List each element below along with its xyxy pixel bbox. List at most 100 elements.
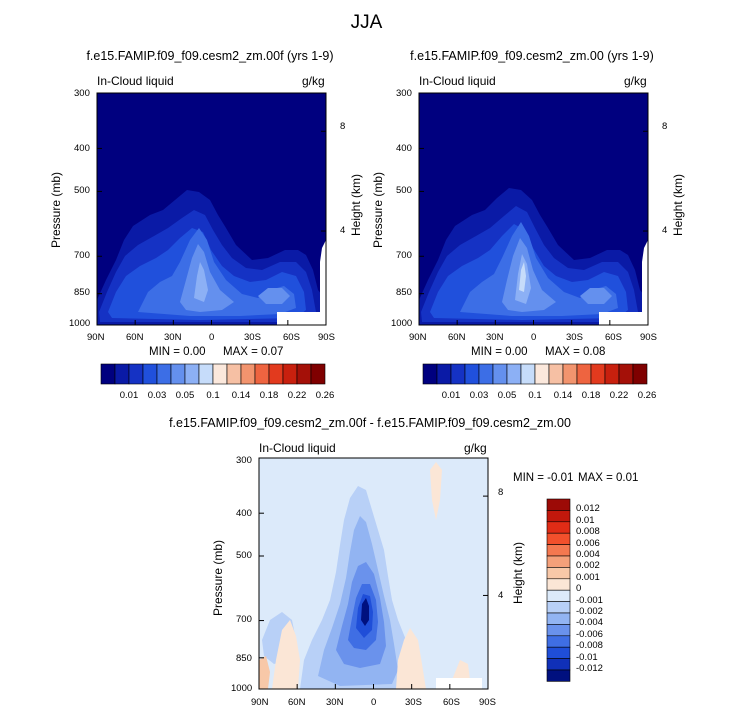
panel-3-ytick: 300 [236,455,252,466]
panel-2-min: MIN = 0.00 [471,346,528,358]
colorbar-2-swatch [478,363,494,385]
panel-3-ytick: 850 [236,653,252,664]
panel-2-contour-level-4 [460,222,618,316]
panel-3-below-ground-mask [436,678,482,689]
colorbar-diff-label: -0.008 [576,640,603,652]
panel-1-xtick: 0 [209,332,215,343]
colorbar-1-swatch [268,363,284,385]
colorbar-diff-swatch [546,555,571,568]
panel-1-below-ground-mask [277,312,321,325]
panel-3-xtick: 60N [288,697,306,708]
colorbar-diff-label: 0.002 [576,560,600,572]
colorbar-diff-swatch [546,601,571,614]
colorbar-diff-label: 0.006 [576,537,600,549]
panel-1-min: MIN = 0.00 [149,346,206,358]
panel-3-max: MAX = 0.01 [578,472,639,484]
panel-1-ytick: 850 [74,287,90,298]
colorbar-1-swatch [170,363,186,385]
panel-1-xtick: 30S [244,332,261,343]
panel-2-xtick: 90N [409,332,427,343]
panel-3-contour-pos-2-west [259,656,270,689]
panel-3-title: f.e15.FAMIP.f09_f09.cesm2_zm.00f - f.e15… [169,416,571,430]
panel-3-ytick: 700 [236,614,252,625]
panel-2-variable-label: In-Cloud liquid [419,74,496,88]
colorbar-2-swatch [436,363,452,385]
colorbar-1-label: 0.1 [206,390,220,401]
panel-3-ytick: 500 [236,550,252,561]
panel-2-xtick: 30S [566,332,583,343]
colorbar-1-label: 0.03 [147,390,167,401]
colorbar-2-swatch [590,363,606,385]
colorbar-diff-label: -0.004 [576,617,603,629]
panel-2-units-label: g/kg [624,74,647,88]
colorbar-1-swatch [212,363,228,385]
colorbar-2-label: 0.26 [637,390,657,401]
colorbar-2-label: 0.1 [528,390,542,401]
panel-3-y2tick: 4 [498,590,504,601]
colorbar-2-label: 0.03 [469,390,489,401]
colorbar-diff-label: -0.012 [576,663,603,674]
panel-2-contour-level-5-southern [580,288,612,304]
colorbar-diff-label: 0.01 [576,514,595,526]
colorbar-diff-swatch [546,658,571,671]
panel-2-ytick: 300 [396,88,412,99]
colorbar-1-label: 0.26 [315,390,335,401]
colorbar-diff-swatch [546,635,571,648]
panel-1-ytick: 500 [74,185,90,196]
colorbar-1-label: 0.01 [119,390,139,401]
panel-3-contour-pos-1-upper [430,462,442,520]
panel-1-contours [97,93,326,325]
colorbar-diff-label: -0.001 [576,594,603,606]
panel-3-contour-neg-6 [361,598,369,626]
panel-2-below-ground-mask-2 [642,240,648,325]
colorbar-diff-swatch [546,646,571,659]
panel-2-xtick: 0 [531,332,537,343]
colorbar-2-label: 0.18 [581,390,601,401]
panel-2-max: MAX = 0.08 [545,346,606,358]
colorbar-diff-swatch [546,510,571,523]
colorbar-2-swatch [422,363,438,385]
colorbar-diff-label: 0.012 [576,503,600,515]
panel-1-below-ground-mask-2 [320,240,326,325]
colorbar-2-swatch [618,363,634,385]
colorbar-1-swatch [282,363,298,385]
colorbar-1-swatch [114,363,130,385]
colorbar-diff-label: 0.008 [576,526,600,538]
colorbar-2-swatch [548,363,564,385]
panel-3-y2tick: 8 [498,487,504,498]
colorbar-diff-label: 0 [576,583,582,595]
panel-3-xtick: 30N [326,697,344,708]
panel-3-xtick: 60S [443,697,460,708]
panel-3-xtick: 90N [251,697,269,708]
colorbar-2-label: 0.05 [497,390,517,401]
panel-2-contour-level-5 [502,238,556,312]
colorbar-1-swatch [128,363,144,385]
colorbar-1-swatch [198,363,214,385]
colorbar-1-label: 0.14 [231,390,251,401]
colorbar-diff-swatch [546,578,571,591]
panel-3-contour-pos-1-west [272,620,300,689]
colorbar-diff-swatch [546,532,571,545]
colorbar-2-label: 0.14 [553,390,573,401]
colorbar-2-label: 0.01 [441,390,461,401]
colorbar-diff-swatch [546,567,571,580]
colorbar-2-label: 0.22 [609,390,629,401]
panel-3-units-label: g/kg [464,441,487,455]
panel-1-variable-label: In-Cloud liquid [97,74,174,88]
panel-2-ytick: 400 [396,143,412,154]
panel-1-max: MAX = 0.07 [223,346,284,358]
colorbar-1-label: 0.18 [259,390,279,401]
colorbar-1-swatch [296,363,312,385]
panel-2-y2tick: 4 [662,225,668,236]
panel-1-ytick: 1000 [69,318,91,329]
panel-3-xtick: 0 [371,697,377,708]
panel-1-xtick: 90N [87,332,105,343]
panel-2-xtick: 90S [640,332,657,343]
colorbar-1-swatch [100,363,116,385]
panel-2-contours [419,93,648,325]
panel-1-contour-level-5-southern [258,288,290,304]
colorbar-diff-swatch [546,624,571,637]
panel-2-ytick: 500 [396,185,412,196]
colorbar-1-swatch [184,363,200,385]
